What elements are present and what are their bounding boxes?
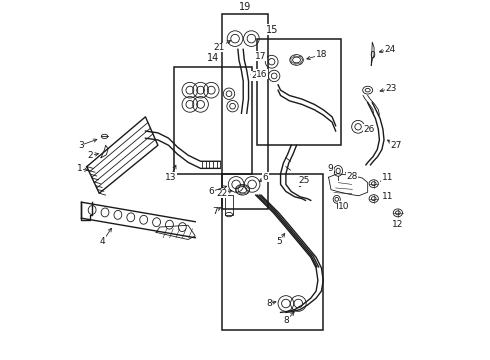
Text: 22: 22	[216, 189, 227, 198]
Text: 11: 11	[382, 192, 393, 201]
Text: 14: 14	[207, 53, 219, 63]
Text: 11: 11	[382, 173, 393, 182]
Text: 28: 28	[346, 172, 357, 181]
Text: 17: 17	[255, 52, 267, 61]
Text: 10: 10	[338, 202, 349, 211]
Text: 1: 1	[77, 164, 82, 173]
Text: 13: 13	[165, 173, 176, 182]
Text: 19: 19	[239, 2, 251, 12]
Text: 8: 8	[284, 316, 290, 325]
Bar	[257, 39, 341, 145]
Text: 16: 16	[256, 70, 268, 79]
Text: 21: 21	[214, 43, 225, 52]
Bar	[222, 174, 323, 330]
Text: 7: 7	[212, 207, 218, 216]
Text: 8: 8	[266, 299, 271, 308]
Text: 5: 5	[276, 237, 282, 246]
Bar	[222, 14, 268, 209]
Text: 4: 4	[100, 237, 105, 246]
Text: 18: 18	[316, 50, 327, 59]
Text: 3: 3	[78, 141, 84, 150]
Text: 15: 15	[266, 25, 278, 35]
Text: 9: 9	[327, 164, 333, 173]
Bar	[174, 67, 252, 174]
Text: 25: 25	[298, 176, 309, 185]
Text: 20: 20	[252, 71, 263, 80]
Text: 23: 23	[385, 84, 396, 93]
Text: 2: 2	[88, 151, 93, 160]
Text: 27: 27	[391, 141, 402, 150]
Text: 12: 12	[392, 220, 404, 229]
Text: 6: 6	[263, 173, 269, 182]
Text: 26: 26	[364, 125, 375, 134]
Text: 6: 6	[209, 187, 215, 196]
Text: 24: 24	[385, 45, 396, 54]
